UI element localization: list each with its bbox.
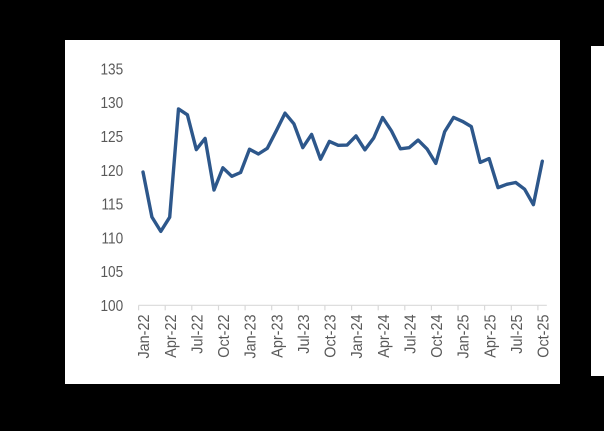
svg-text:105: 105 [100, 264, 123, 281]
svg-text:Apr-22: Apr-22 [162, 315, 180, 358]
svg-text:Oct-24: Oct-24 [429, 315, 447, 358]
svg-text:Jan-23: Jan-23 [242, 315, 260, 359]
svg-text:100: 100 [100, 298, 123, 315]
svg-text:Jul-23: Jul-23 [296, 315, 314, 354]
svg-text:Apr-25: Apr-25 [482, 315, 500, 358]
svg-text:Apr-23: Apr-23 [269, 315, 287, 358]
svg-text:Jan-25: Jan-25 [455, 315, 473, 359]
svg-text:130: 130 [100, 95, 123, 112]
svg-text:Oct-25: Oct-25 [535, 315, 553, 358]
svg-text:Apr-24: Apr-24 [375, 315, 393, 358]
svg-text:125: 125 [100, 129, 123, 146]
svg-text:Oct-23: Oct-23 [322, 315, 340, 358]
svg-text:Oct-22: Oct-22 [216, 315, 234, 358]
svg-text:Jul-24: Jul-24 [402, 315, 420, 354]
svg-text:135: 135 [100, 62, 123, 79]
svg-text:Jul-25: Jul-25 [508, 315, 526, 354]
svg-text:120: 120 [100, 163, 123, 180]
svg-text:Jan-22: Jan-22 [136, 315, 154, 359]
svg-text:110: 110 [101, 231, 123, 248]
svg-text:115: 115 [101, 197, 123, 214]
svg-text:Jul-22: Jul-22 [189, 315, 207, 354]
svg-text:Jan-24: Jan-24 [349, 315, 367, 359]
